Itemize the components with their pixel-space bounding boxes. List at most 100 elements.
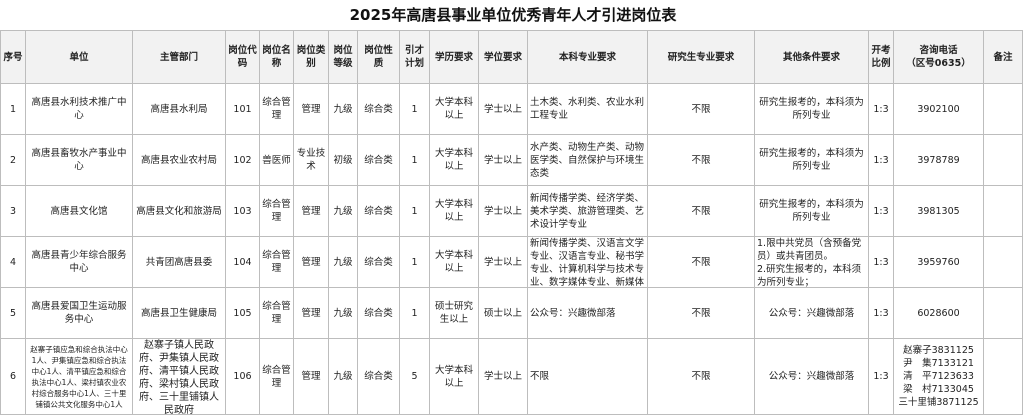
cell-degree: 学士以上 [478, 236, 528, 288]
cell-text: 大学本科以上 [434, 199, 473, 223]
cell-text: 不限 [691, 307, 711, 319]
cell-text: 6 [9, 371, 17, 382]
cell-index: 6 [0, 338, 26, 415]
cell-text: 学士以上 [483, 256, 522, 268]
cell-degree: 学士以上 [478, 185, 528, 237]
cell-text: 1:3 [873, 103, 889, 115]
cell-other-conditions: 研究生报考的，本科须为所列专业 [754, 83, 869, 135]
cell-text: 5 [411, 371, 418, 382]
cell-degree: 硕士以上 [478, 287, 528, 339]
cell-text: 综合管理 [262, 250, 291, 274]
cell-graduate-major: 不限 [647, 134, 755, 186]
cell-text: 综合类 [364, 256, 393, 268]
cell-text: 兽医师 [262, 154, 291, 166]
header-other-conditions: 其他条件要求 [754, 30, 869, 84]
cell-graduate-major: 不限 [647, 338, 755, 415]
cell-text: 3981305 [917, 205, 960, 217]
cell-text: 1 [411, 205, 418, 217]
cell-bachelor-major: 新闻传播学类、经济学类、美术学类、旅游管理类、艺术设计学专业 [527, 185, 648, 237]
cell-text: 高唐县水利局 [150, 103, 208, 115]
header-unit: 单位 [25, 30, 133, 84]
cell-text: 3902100 [917, 103, 960, 115]
cell-text: 高唐县青少年综合服务中心 [31, 250, 127, 274]
cell-nature: 综合类 [357, 134, 400, 186]
cell-text: 不限 [691, 256, 711, 268]
cell-degree: 学士以上 [478, 338, 528, 415]
cell-text: 5 [9, 307, 17, 319]
cell-graduate-major: 不限 [647, 236, 755, 288]
cell-degree: 学士以上 [478, 134, 528, 186]
cell-text: 学士以上 [483, 371, 522, 382]
cell-text: 水产类、动物生产类、动物医学类、自然保护与环境生态类 [530, 141, 645, 179]
header-degree: 学位要求 [478, 30, 528, 84]
cell-text: 研究生报考的，本科须为所列专业 [759, 148, 864, 172]
cell-graduate-major: 不限 [647, 287, 755, 339]
cell-index: 3 [0, 185, 26, 237]
cell-text: 1 [411, 256, 418, 268]
cell-text: 共青团高唐县委 [145, 256, 213, 268]
header-category: 岗位类别 [293, 30, 329, 84]
cell-text: 4 [9, 256, 17, 268]
cell-text: 赵寨子镇人民政府、尹集镇人民政府、清平镇人民政府、梁村镇人民政府、三十里铺镇人民… [139, 340, 219, 414]
cell-category: 管理 [293, 185, 329, 237]
cell-text: 1 [411, 307, 418, 319]
cell-category: 管理 [293, 338, 329, 415]
header-department: 主管部门 [132, 30, 226, 84]
cell-text: 101 [233, 103, 252, 115]
cell-code: 101 [225, 83, 260, 135]
cell-ratio: 1:3 [868, 287, 894, 339]
cell-remarks [983, 134, 1023, 186]
cell-position-name: 综合管理 [259, 338, 294, 415]
cell-position-name: 综合管理 [259, 83, 294, 135]
cell-text: 不限 [691, 371, 711, 382]
cell-text: 九级 [333, 205, 353, 217]
cell-remarks [983, 185, 1023, 237]
cell-degree: 学士以上 [478, 83, 528, 135]
cell-text: 综合管理 [262, 199, 291, 223]
cell-text: 土木类、水利类、农业水利工程专业 [530, 97, 645, 121]
cell-nature: 综合类 [357, 83, 400, 135]
cell-nature: 综合类 [357, 287, 400, 339]
cell-text: 综合管理 [262, 364, 291, 389]
header-education: 学历要求 [429, 30, 479, 84]
cell-education: 大学本科以上 [429, 185, 479, 237]
cell-text: 6028600 [917, 307, 960, 319]
cell-category: 专业技术 [293, 134, 329, 186]
cell-unit: 高唐县文化馆 [25, 185, 133, 237]
cell-nature: 综合类 [357, 236, 400, 288]
header-position-name: 岗位名称 [259, 30, 294, 84]
header-phone: 咨询电话 （区号0635） [893, 30, 984, 84]
cell-text: 初级 [333, 154, 353, 166]
cell-department: 高唐县文化和旅游局 [132, 185, 226, 237]
cell-text: 管理 [301, 103, 321, 115]
cell-department: 高唐县水利局 [132, 83, 226, 135]
cell-text: 高唐县文化馆 [50, 205, 108, 217]
table-row: 6 赵寨子镇应急和综合执法中心1人、尹集镇应急和综合执法中心1人、清平镇应急和综合… [0, 338, 1023, 415]
cell-text: 不限 [691, 205, 711, 217]
cell-text: 赵寨子镇应急和综合执法中心1人、尹集镇应急和综合执法中心1人、清平镇应急和综合执… [30, 344, 128, 409]
cell-remarks [983, 83, 1023, 135]
cell-text: 研究生报考的，本科须为所列专业 [759, 97, 864, 121]
cell-remarks [983, 338, 1023, 415]
cell-text: 综合类 [364, 154, 393, 166]
cell-phone: 6028600 [893, 287, 984, 339]
cell-text: 1:3 [873, 307, 889, 319]
cell-text: 综合类 [364, 371, 393, 382]
header-bachelor-major: 本科专业要求 [527, 30, 648, 84]
cell-department: 高唐县农业农村局 [132, 134, 226, 186]
cell-text: 大学本科以上 [434, 97, 473, 121]
cell-text: 1 [9, 103, 17, 115]
cell-bachelor-major: 水产类、动物生产类、动物医学类、自然保护与环境生态类 [527, 134, 648, 186]
cell-bachelor-major: 公众号：兴趣微部落 [527, 287, 648, 339]
cell-bachelor-major: 不限 [527, 338, 648, 415]
cell-nature: 综合类 [357, 338, 400, 415]
cell-text: 专业技术 [296, 148, 326, 172]
cell-text: 学士以上 [483, 154, 522, 166]
cell-text: 九级 [333, 307, 353, 319]
cell-text: 高唐县文化和旅游局 [136, 205, 222, 217]
cell-text: 硕士研究生以上 [434, 301, 473, 325]
cell-text: 管理 [301, 371, 321, 382]
cell-phone: 3978789 [893, 134, 984, 186]
cell-text: 不限 [691, 103, 711, 115]
cell-position-name: 综合管理 [259, 185, 294, 237]
